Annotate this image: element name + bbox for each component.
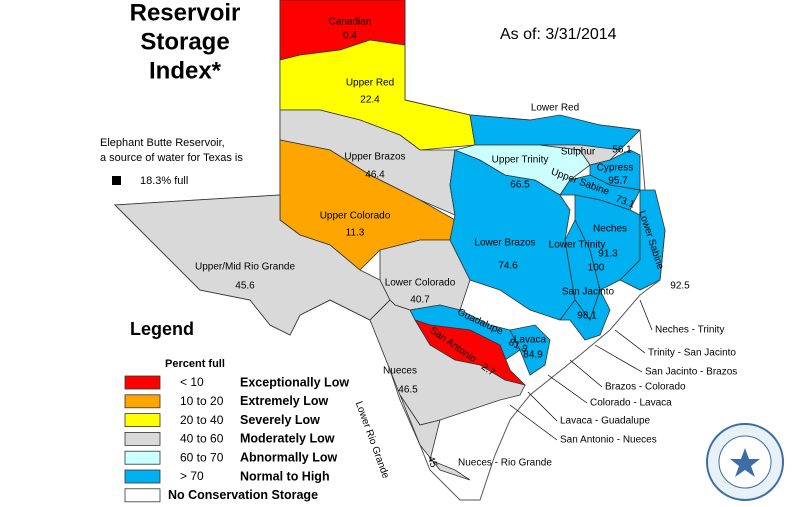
title-line: Storage [140,28,229,55]
region-name: Nueces [383,366,417,377]
region-name: Upper Brazos [344,152,405,163]
legend-swatch [124,413,161,428]
coastal-basin-label: Nueces - Rio Grande [458,458,552,469]
region-value: 98.1 [577,311,597,322]
region-name: Cypress [597,163,634,174]
region-value: 74.6 [498,261,518,272]
region-name: Upper Red [346,78,394,89]
legend-range: 60 to 70 [180,450,224,464]
region-name: San Jacinto [562,287,615,298]
region-value: 45.6 [235,281,255,292]
region-value: 0.4 [343,31,357,42]
region-value: 22.4 [360,95,380,106]
coastal-basin-label: Trinity - San Jacinto [648,348,736,359]
region-name: Upper Trinity [492,155,549,166]
region [509,324,551,376]
region-value: 46.5 [398,385,418,396]
title-line: Reservoir [130,0,241,26]
legend-range: 40 to 60 [180,432,224,446]
coastal-basin-label: Colorado - Lavaca [590,398,672,409]
legend-label: Extremely Low [240,394,329,408]
region-name: Neches [593,224,627,235]
region-name: Lower Trinity [549,240,606,251]
note-line: Elephant Butte Reservoir, [100,137,225,149]
region-name: Lower Rio Grande [353,400,391,480]
leader-line [594,344,643,373]
coastal-basin-label: Brazos - Colorado [605,382,686,393]
coastal-basin-label: San Antonio - Nueces [560,435,657,446]
legend-range: > 70 [180,469,204,483]
coastal-basin-label: Neches - Trinity [655,325,724,336]
region-name: Lower Red [531,103,579,114]
legend-swatch [124,394,161,409]
legend-subtitle: Percent full [165,358,225,370]
legend-swatch [124,375,161,390]
legend-label: No Conservation Storage [168,488,318,502]
legend-swatch [124,431,161,446]
region-name: Lower Brazos [474,238,535,249]
region-name: Lavaca [514,335,547,346]
region-name: Lower Colorado [385,278,456,289]
legend-range: < 10 [180,375,204,389]
legend: Legend Percent full < 10 Exceptionally Lo… [124,319,349,503]
note-status: 18.3% full [140,175,188,187]
region-value: 91.3 [598,249,618,260]
legend-label: Severely Low [240,413,320,427]
title-line: Index* [149,57,222,84]
region-value: 11.3 [346,228,365,239]
region-name: Upper Colorado [320,211,391,222]
leader-line [527,391,558,422]
leader-line [614,329,646,354]
leader-line [639,299,653,331]
leader-line [569,359,603,388]
region-value: 100 [588,263,605,274]
leader-line [547,374,588,404]
region-value: 46.4 [365,170,385,181]
region-value: 40.7 [410,295,430,306]
coastal-basin-label: Lavaca - Guadalupe [560,416,651,427]
region-name: Upper/Mid Rio Grande [195,262,295,273]
legend-label: Normal to High [240,469,330,483]
legend-label: Abnormally Low [240,450,338,464]
region-name: Canadian [329,17,372,28]
region-value: 56.1 [612,145,632,156]
legend-label: Moderately Low [240,432,335,446]
legend-swatch [124,488,161,503]
legend-swatch [124,469,161,484]
note-line: a source of water for Texas is [100,152,243,164]
legend-range: 20 to 40 [180,413,224,427]
legend-title: Legend [130,319,194,339]
legend-label: Exceptionally Low [240,375,349,389]
region [399,394,471,481]
region [559,288,611,341]
date: As of: 3/31/2014 [500,26,617,43]
legend-range: 10 to 20 [180,394,224,408]
region-value: 95.7 [608,176,628,187]
region-value: 45 [425,455,439,470]
region-value: 66.5 [510,180,530,191]
logo [706,423,784,501]
region [619,189,666,291]
region-name: Sulphur [561,147,596,158]
elephant-butte-marker [112,176,121,185]
region-value: 92.5 [670,281,690,292]
region-value: 84.9 [523,350,543,361]
legend-swatch [124,450,161,465]
leader-line [509,404,558,441]
regions [114,0,666,481]
coastal-basin-label: San Jacinto - Brazos [645,367,737,378]
